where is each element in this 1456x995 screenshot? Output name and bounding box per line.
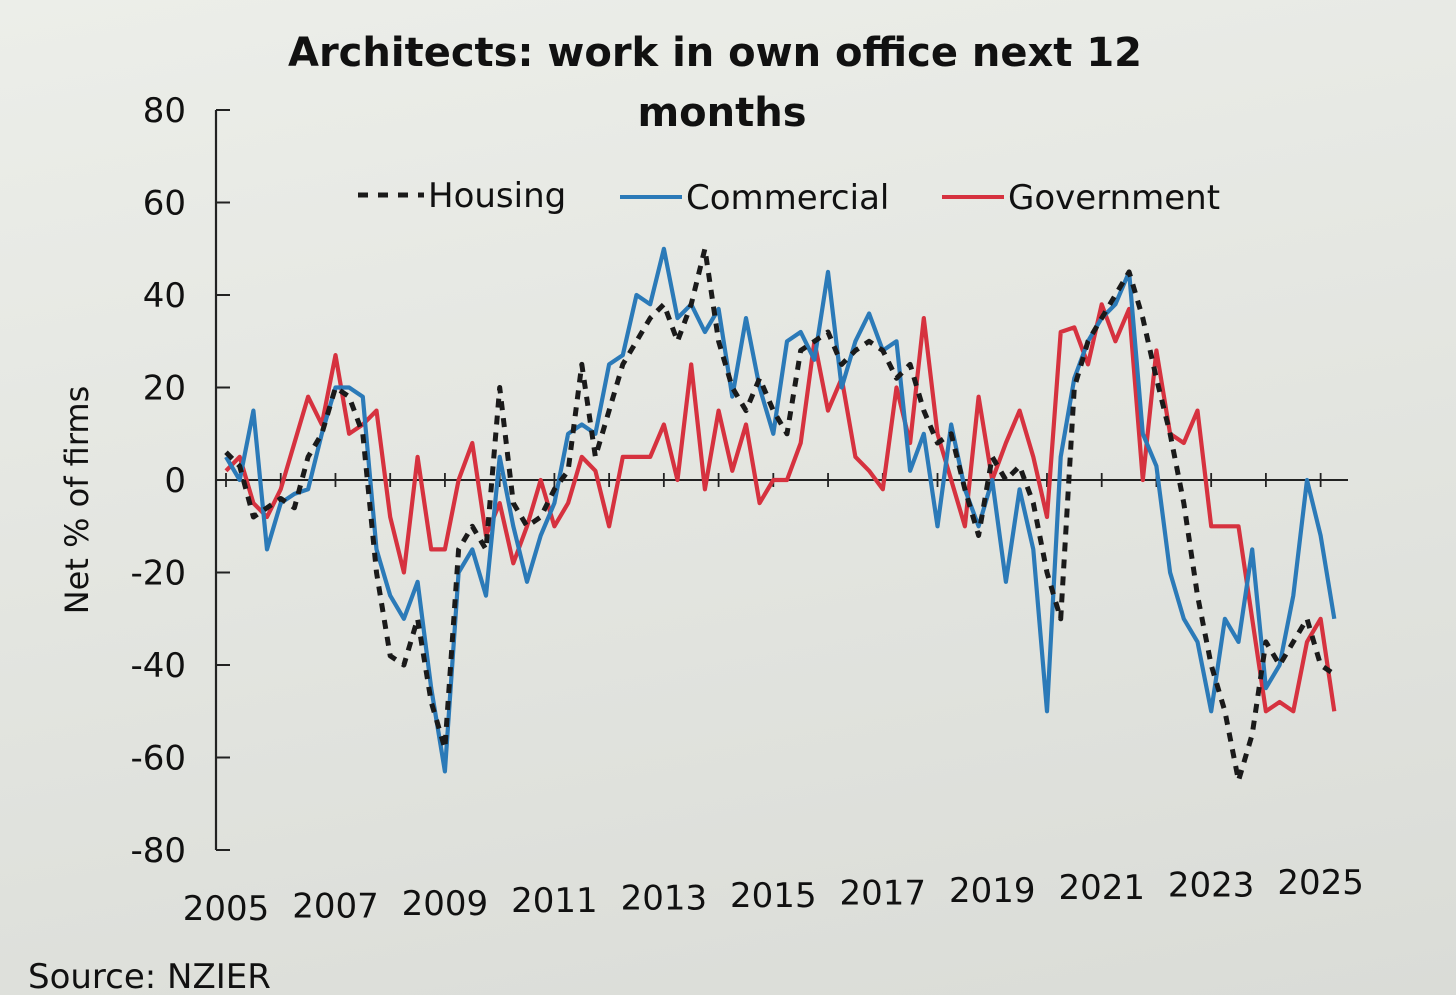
x-tick-label: 2013 (621, 879, 708, 919)
y-tick-label: -60 (130, 739, 186, 779)
chart-title-line-1: Architects: work in own office next 12 (288, 30, 1142, 76)
y-tick-label: -80 (130, 831, 186, 871)
legend-entry-housing: Housing (358, 176, 566, 216)
x-tick-label: 2015 (730, 876, 817, 916)
source-note: Source: NZIER (28, 957, 271, 995)
x-tick-label: 2011 (511, 881, 598, 921)
y-axis-label: Net % of firms (58, 386, 96, 615)
x-tick-label: 2019 (949, 871, 1036, 911)
series-line-commercial (224, 246, 1337, 774)
series-line-government (224, 302, 1337, 714)
legend-label-government: Government (1008, 178, 1220, 218)
legend-label-commercial: Commercial (686, 178, 889, 218)
series-lines (224, 246, 1337, 784)
x-tick-labels: 2005 2007 2009 2011 2013 2015 2017 2019 2021 2023… (183, 473, 1364, 929)
chart-title-line-2: months (637, 90, 806, 136)
legend-label-housing: Housing (428, 176, 566, 216)
x-tick-label: 2021 (1058, 868, 1145, 908)
chart-title: Architects: work in own office next 12 m… (288, 30, 1142, 136)
y-tick-label: 80 (143, 91, 186, 131)
legend-entry-commercial: Commercial (620, 178, 889, 218)
legend-entry-government: Government (942, 178, 1220, 218)
y-tick-label: 40 (143, 276, 186, 316)
y-tick-label: -20 (130, 554, 186, 594)
y-tick-label: 20 (143, 369, 186, 409)
series-line-housing (224, 246, 1336, 784)
x-tick-label: 2007 (292, 886, 379, 926)
y-tick-label: 60 (143, 184, 186, 224)
x-tick-label: 2025 (1277, 863, 1364, 903)
x-tick-label: 2005 (183, 889, 270, 929)
x-tick-label: 2023 (1168, 866, 1255, 906)
x-tick-label: 2009 (402, 884, 489, 924)
y-tick-label: -40 (130, 646, 186, 686)
legend: Housing Commercial Government (358, 176, 1220, 218)
y-tick-labels: 80 60 40 20 0 -20 -40 -60 -80 (130, 91, 230, 871)
x-tick-label: 2017 (840, 873, 927, 913)
y-tick-label: 0 (164, 461, 186, 501)
